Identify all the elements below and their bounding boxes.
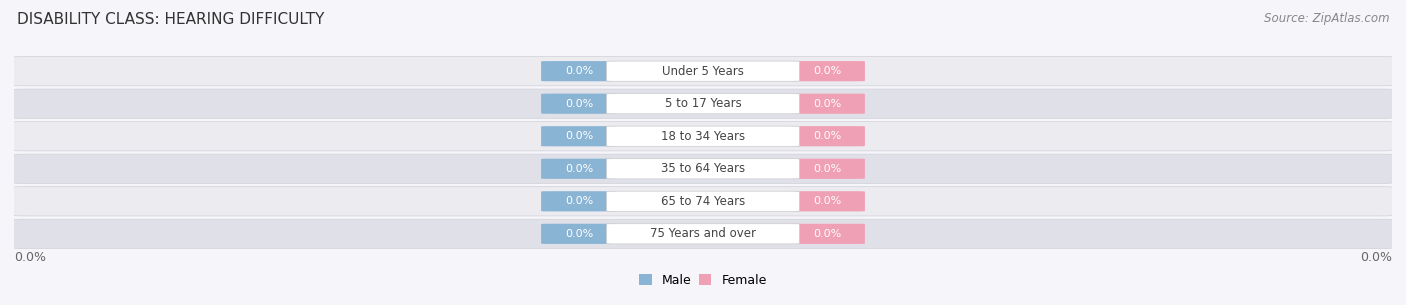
Text: DISABILITY CLASS: HEARING DIFFICULTY: DISABILITY CLASS: HEARING DIFFICULTY bbox=[17, 12, 325, 27]
FancyBboxPatch shape bbox=[541, 191, 617, 211]
Text: 75 Years and over: 75 Years and over bbox=[650, 227, 756, 240]
FancyBboxPatch shape bbox=[789, 126, 865, 146]
FancyBboxPatch shape bbox=[606, 224, 800, 244]
FancyBboxPatch shape bbox=[789, 94, 865, 114]
FancyBboxPatch shape bbox=[606, 159, 800, 179]
Text: 0.0%: 0.0% bbox=[813, 99, 841, 109]
Text: 0.0%: 0.0% bbox=[565, 66, 593, 76]
FancyBboxPatch shape bbox=[7, 219, 1399, 249]
FancyBboxPatch shape bbox=[7, 122, 1399, 151]
FancyBboxPatch shape bbox=[789, 191, 865, 211]
FancyBboxPatch shape bbox=[541, 224, 617, 244]
FancyBboxPatch shape bbox=[7, 89, 1399, 118]
Text: 0.0%: 0.0% bbox=[813, 229, 841, 239]
Text: 0.0%: 0.0% bbox=[565, 99, 593, 109]
FancyBboxPatch shape bbox=[606, 94, 800, 114]
Text: 0.0%: 0.0% bbox=[813, 196, 841, 206]
FancyBboxPatch shape bbox=[789, 159, 865, 179]
FancyBboxPatch shape bbox=[606, 191, 800, 211]
Text: 0.0%: 0.0% bbox=[813, 131, 841, 141]
Text: Under 5 Years: Under 5 Years bbox=[662, 65, 744, 78]
FancyBboxPatch shape bbox=[606, 126, 800, 146]
Legend: Male, Female: Male, Female bbox=[640, 274, 766, 287]
FancyBboxPatch shape bbox=[7, 56, 1399, 86]
FancyBboxPatch shape bbox=[541, 126, 617, 146]
Text: 0.0%: 0.0% bbox=[565, 164, 593, 174]
Text: 0.0%: 0.0% bbox=[565, 229, 593, 239]
Text: Source: ZipAtlas.com: Source: ZipAtlas.com bbox=[1264, 12, 1389, 25]
Text: 0.0%: 0.0% bbox=[1360, 251, 1392, 264]
FancyBboxPatch shape bbox=[541, 94, 617, 114]
Text: 35 to 64 Years: 35 to 64 Years bbox=[661, 162, 745, 175]
FancyBboxPatch shape bbox=[789, 61, 865, 81]
Text: 0.0%: 0.0% bbox=[14, 251, 46, 264]
FancyBboxPatch shape bbox=[541, 159, 617, 179]
FancyBboxPatch shape bbox=[606, 61, 800, 81]
FancyBboxPatch shape bbox=[541, 61, 617, 81]
Text: 5 to 17 Years: 5 to 17 Years bbox=[665, 97, 741, 110]
Text: 0.0%: 0.0% bbox=[565, 196, 593, 206]
FancyBboxPatch shape bbox=[7, 154, 1399, 183]
Text: 18 to 34 Years: 18 to 34 Years bbox=[661, 130, 745, 143]
Text: 0.0%: 0.0% bbox=[813, 164, 841, 174]
FancyBboxPatch shape bbox=[789, 224, 865, 244]
Text: 65 to 74 Years: 65 to 74 Years bbox=[661, 195, 745, 208]
Text: 0.0%: 0.0% bbox=[565, 131, 593, 141]
FancyBboxPatch shape bbox=[7, 187, 1399, 216]
Text: 0.0%: 0.0% bbox=[813, 66, 841, 76]
